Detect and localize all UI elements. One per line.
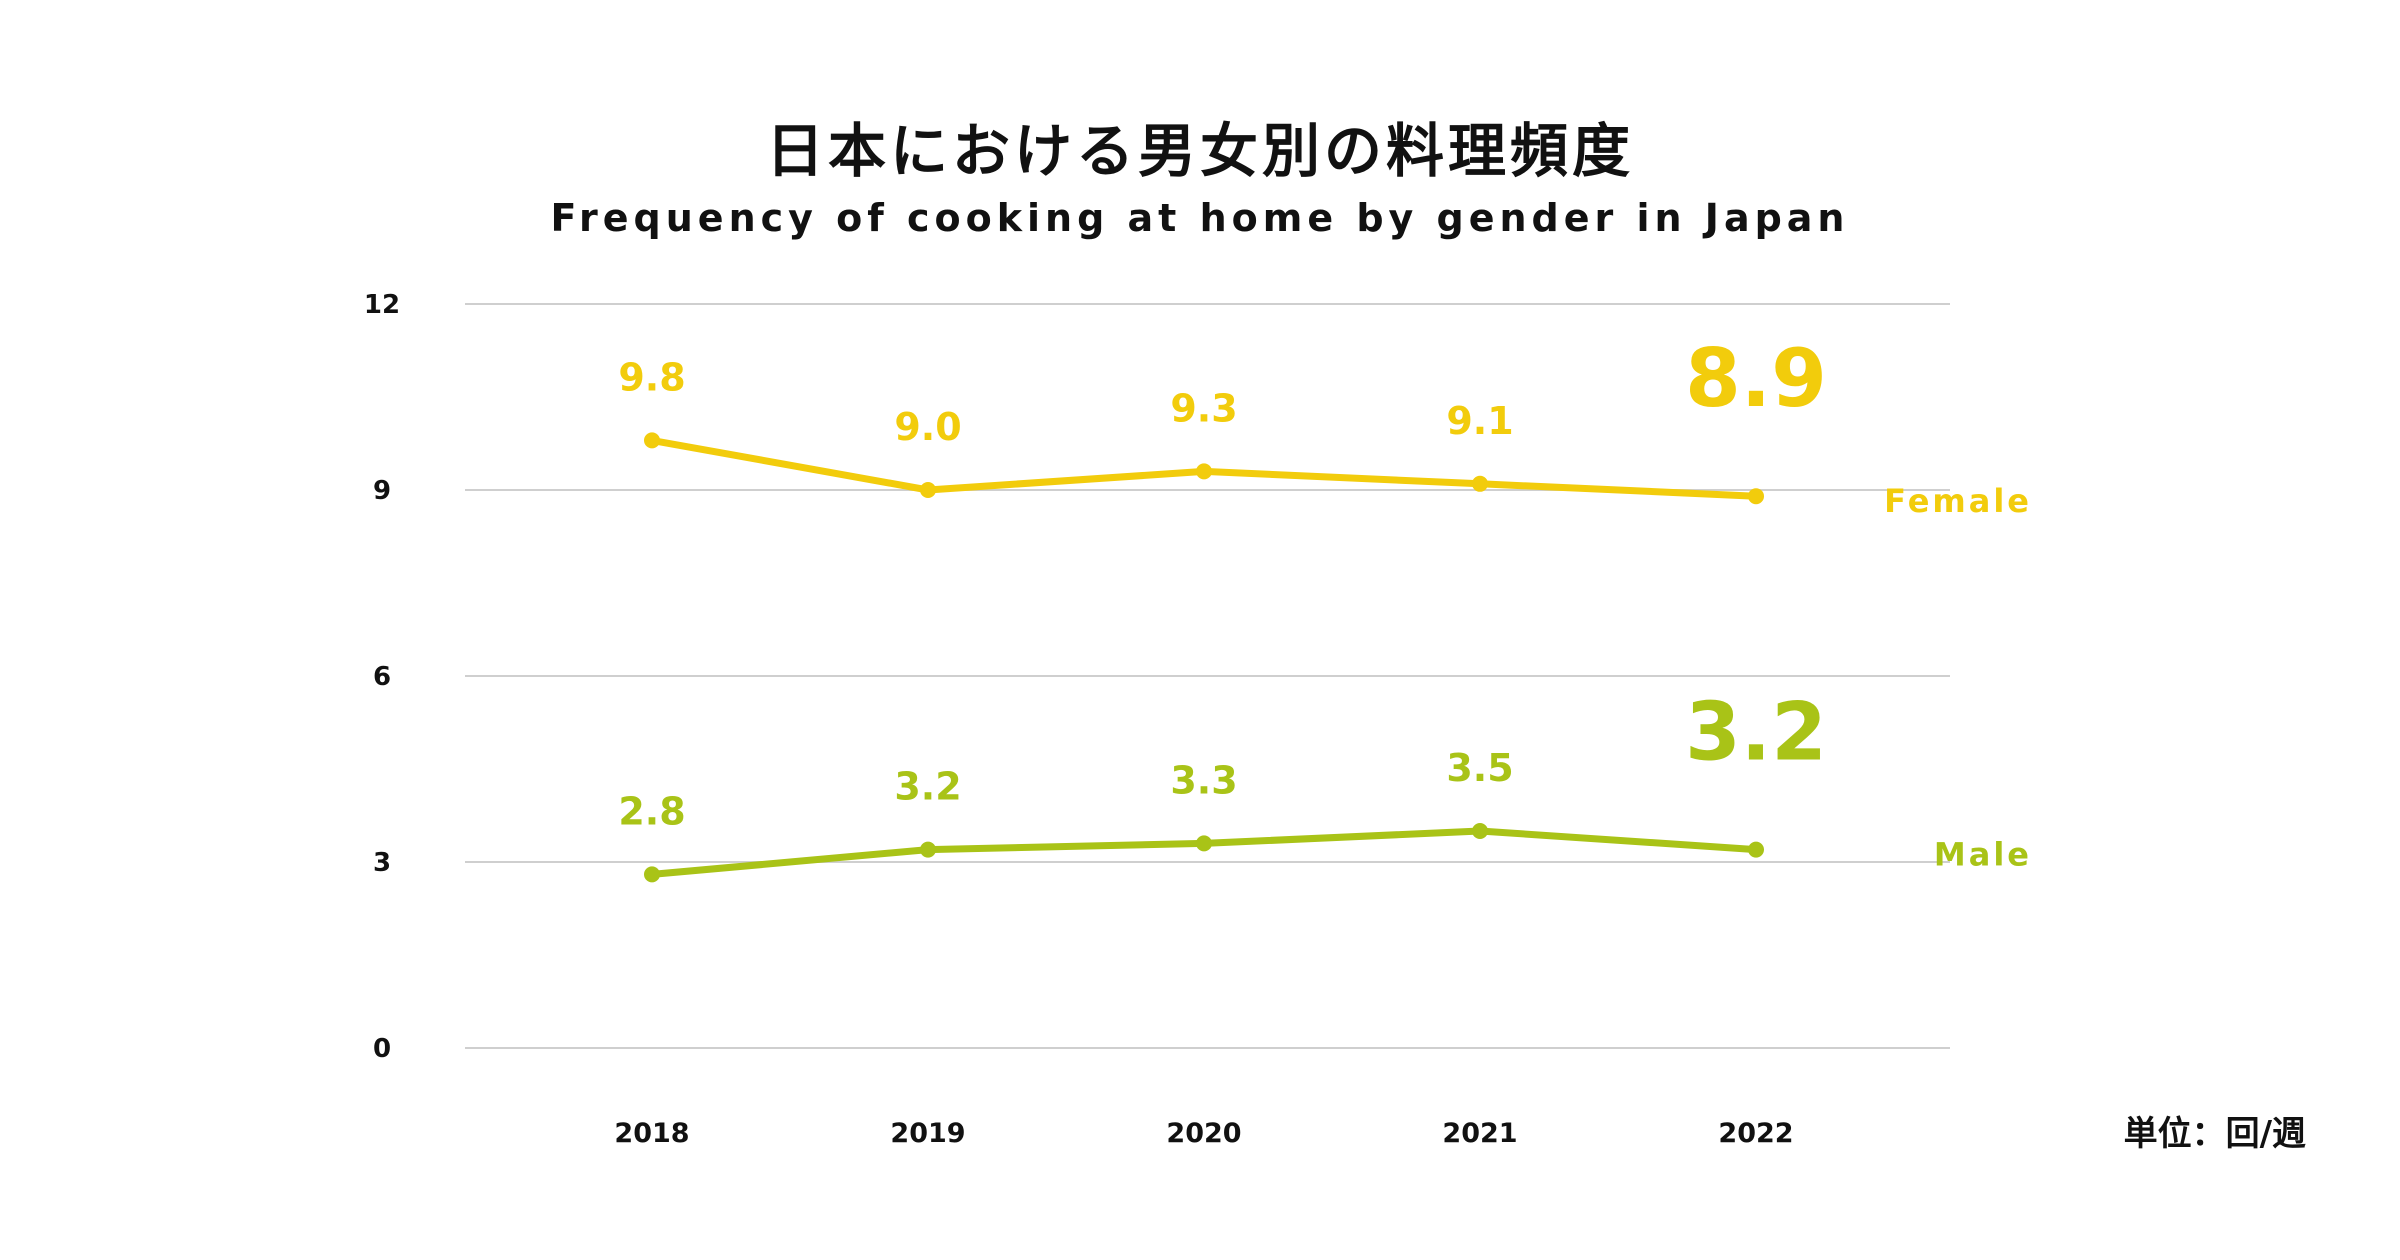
data-point [1748, 841, 1764, 858]
data-point [920, 841, 936, 858]
data-label: 9.8 [618, 355, 685, 399]
data-label: 9.1 [1446, 399, 1513, 443]
y-tick-label: 12 [364, 290, 400, 320]
y-axis-ticks: 0 3 6 9 12 [364, 290, 400, 1064]
x-tick-label: 2020 [1166, 1118, 1241, 1149]
x-tick-label: 2018 [614, 1118, 689, 1149]
series-male: 2.8 3.2 3.3 3.5 3.2 Male [618, 686, 2032, 883]
series-lines: 9.8 9.0 9.3 9.1 8.9 Female 2.8 3.2 3.3 3.5 3.2 Male [618, 332, 2032, 883]
data-point [1196, 463, 1212, 480]
data-point [1472, 823, 1488, 839]
series-name-label: Female [1884, 482, 2032, 520]
data-point [1196, 835, 1212, 852]
data-label: 8.9 [1685, 332, 1827, 425]
x-tick-label: 2021 [1442, 1118, 1517, 1149]
y-tick-label: 3 [373, 848, 391, 878]
data-point [644, 432, 660, 449]
data-label: 9.3 [1170, 386, 1237, 430]
x-axis-ticks: 2018 2019 2020 2021 2022 [614, 1118, 1793, 1149]
data-point [920, 482, 936, 498]
series-female: 9.8 9.0 9.3 9.1 8.9 Female [618, 332, 2032, 520]
x-tick-label: 2019 [890, 1118, 965, 1149]
data-point [644, 866, 660, 883]
data-label: 3.5 [1446, 746, 1513, 790]
y-tick-label: 9 [373, 476, 391, 506]
chart-title: 日本における男女別の料理頻度 [765, 117, 1634, 185]
chart-subtitle: Frequency of cooking at home by gender i… [550, 196, 1850, 240]
data-label: 2.8 [618, 789, 685, 833]
data-point [1748, 488, 1764, 505]
unit-label: 単位：回/週 [2123, 1114, 2306, 1154]
series-name-label: Male [1934, 836, 2032, 874]
data-label: 3.2 [894, 765, 961, 809]
data-label: 3.2 [1685, 686, 1827, 779]
x-tick-label: 2022 [1718, 1118, 1793, 1149]
data-point [1472, 475, 1488, 492]
gridlines [465, 303, 1950, 1049]
y-tick-label: 0 [373, 1034, 391, 1064]
y-tick-label: 6 [373, 662, 391, 692]
data-label: 9.0 [894, 405, 961, 449]
data-label: 3.3 [1170, 758, 1237, 802]
